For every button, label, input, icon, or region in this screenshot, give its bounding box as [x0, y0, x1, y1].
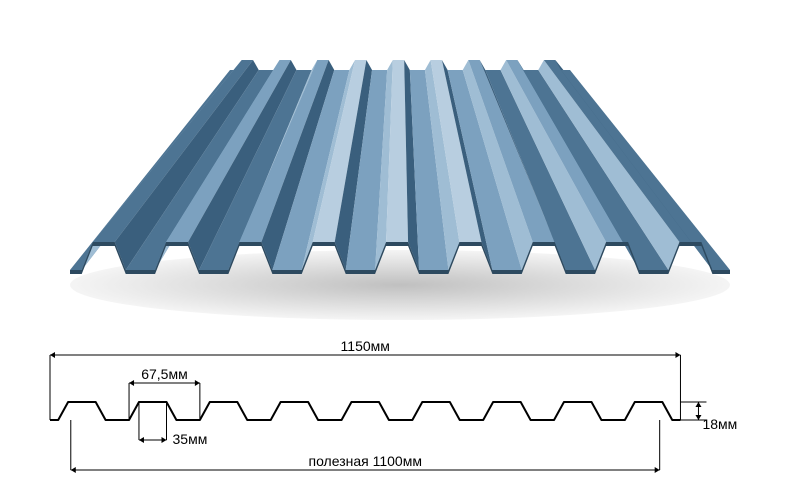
- arrowhead: [195, 380, 200, 386]
- sheet-3d-group: [70, 60, 730, 274]
- arrowhead: [162, 437, 167, 443]
- sheet-schematic: 1150мм 67,5мм 35мм полезная 1100мм 18мм: [30, 335, 770, 485]
- arrowhead: [655, 467, 660, 473]
- dim-top-width-label: 35мм: [173, 431, 208, 447]
- sheet-3d-render: [60, 40, 740, 320]
- dim-height-label: 18мм: [702, 416, 737, 432]
- arrowhead: [129, 380, 134, 386]
- dim-pitch-label: 67,5мм: [141, 366, 188, 382]
- arrowhead: [675, 352, 680, 358]
- arrowhead: [695, 402, 701, 407]
- dim-total-width-label: 1150мм: [341, 338, 390, 354]
- schematic-svg: 1150мм 67,5мм 35мм полезная 1100мм 18мм: [30, 335, 770, 485]
- render-svg: [60, 40, 740, 320]
- arrowhead: [71, 467, 76, 473]
- arrowhead: [695, 415, 701, 420]
- schematic-group: 1150мм 67,5мм 35мм полезная 1100мм 18мм: [50, 338, 737, 473]
- shadow-ellipse: [70, 250, 730, 320]
- arrowhead: [139, 437, 144, 443]
- arrowhead: [50, 352, 55, 358]
- profile-outline: [50, 402, 680, 420]
- dim-useful-width-label: полезная 1100мм: [308, 453, 421, 469]
